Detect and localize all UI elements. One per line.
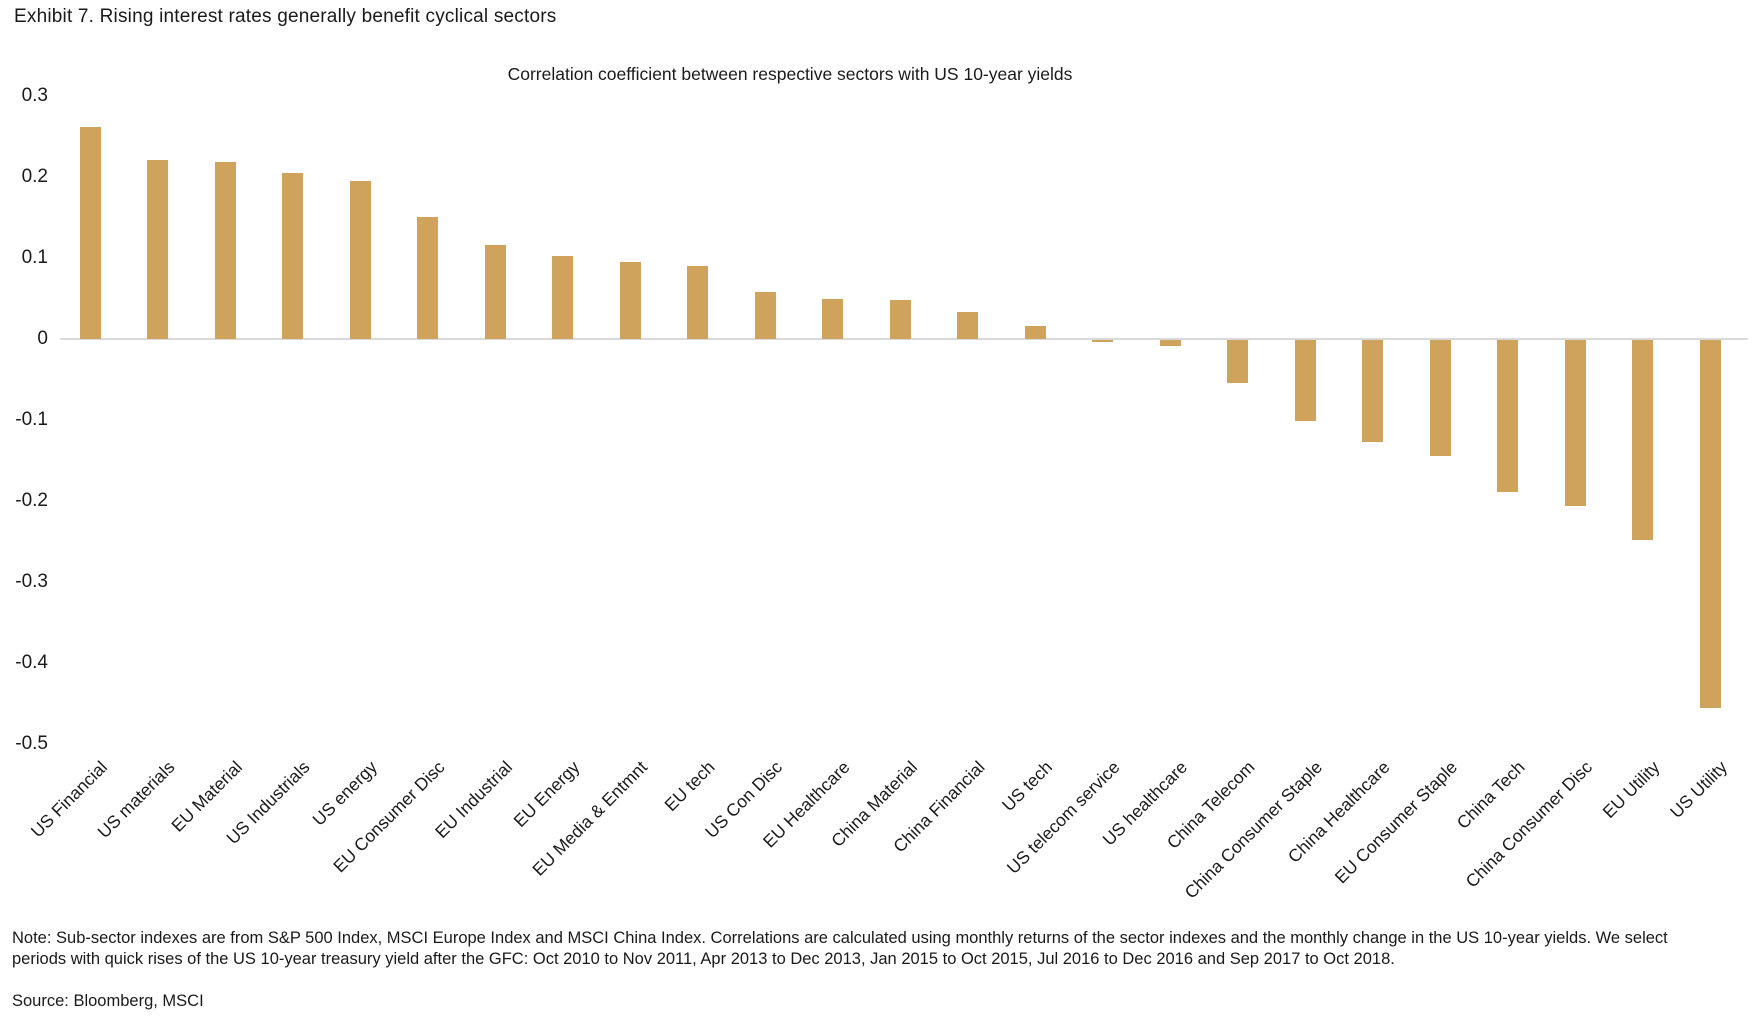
chart-title: Correlation coefficient between respecti… <box>507 64 1073 84</box>
page-title: Exhibit 7. Rising interest rates general… <box>14 6 557 27</box>
bar-eu-energy <box>552 256 573 339</box>
bar-china-healthcare <box>1362 340 1383 443</box>
bar-us-con-disc <box>754 292 776 339</box>
bar-us-utility <box>1699 340 1721 708</box>
y-axis-tick-label: -0.5 <box>15 733 48 754</box>
bar-eu-tech <box>687 266 708 339</box>
x-axis-label: US materials <box>93 756 179 842</box>
bar-eu-material <box>214 162 236 339</box>
y-axis-tick-label: -0.3 <box>15 571 48 592</box>
bar-us-industrials <box>282 172 303 339</box>
y-axis-tick-label: -0.2 <box>15 490 48 511</box>
bar-china-consumer-disc <box>1564 340 1586 507</box>
bar-us-telecom-service <box>1092 340 1113 343</box>
bar-china-financial <box>957 312 978 339</box>
y-axis-tick-label: 0.2 <box>21 166 48 187</box>
bar-us-financial <box>79 126 101 339</box>
zero-axis-line <box>60 338 1748 340</box>
bar-us-tech <box>1024 326 1046 339</box>
chart-note: Note: Sub-sector indexes are from S&P 50… <box>12 929 1668 969</box>
bar-eu-media-entmnt <box>619 262 641 339</box>
bar-eu-consumer-disc <box>417 216 438 339</box>
bar-us-healthcare <box>1159 340 1181 347</box>
y-axis-tick-label: 0.1 <box>21 247 48 268</box>
bar-eu-industrial <box>484 245 506 339</box>
bar-china-material <box>889 300 911 339</box>
plot-area <box>60 0 1750 770</box>
bar-eu-consumer-staple <box>1429 340 1451 456</box>
bar-us-materials <box>147 159 168 339</box>
y-axis-tick-label: 0.3 <box>21 85 48 106</box>
bar-eu-healthcare <box>822 298 843 339</box>
bar-eu-utility <box>1632 340 1653 541</box>
y-axis-tick-label: -0.4 <box>15 652 48 673</box>
bar-us-energy <box>349 181 371 339</box>
bar-china-telecom <box>1227 340 1248 383</box>
y-axis-tick-label: 0 <box>37 328 48 349</box>
bar-china-consumer-staple <box>1294 340 1316 421</box>
bar-china-tech <box>1497 340 1518 493</box>
chart-source: Source: Bloomberg, MSCI <box>12 992 204 1010</box>
y-axis-tick-label: -0.1 <box>15 409 48 430</box>
bar-chart: 0.3 0.2 0.1 0 -0.1 -0.2 -0.3 -0.4 -0.5 US Financ… <box>15 0 1750 902</box>
